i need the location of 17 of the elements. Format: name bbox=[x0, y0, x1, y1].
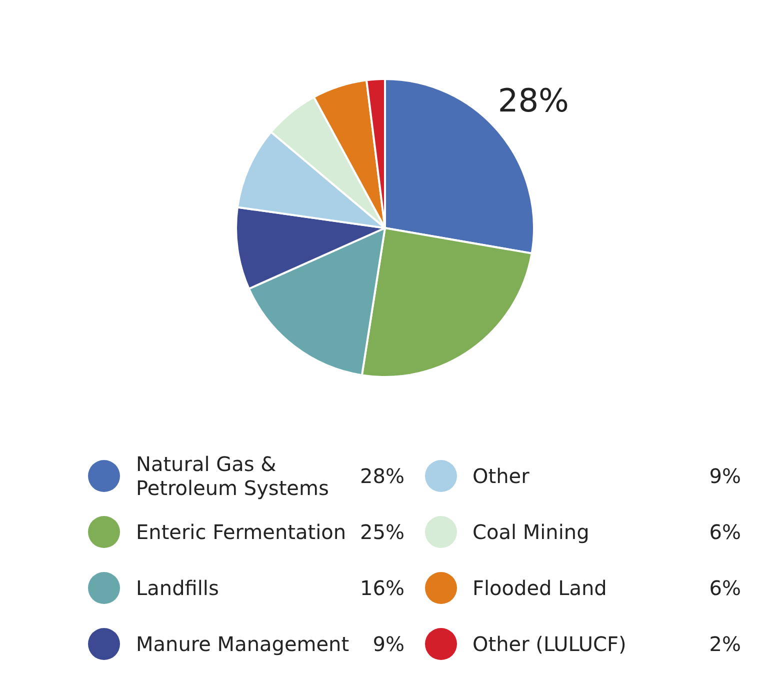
legend-label: Other bbox=[472, 464, 530, 488]
data-label: 9% bbox=[709, 464, 741, 488]
legend-label: Natural Gas & Petroleum Systems bbox=[136, 452, 330, 500]
data-label: 16% bbox=[360, 576, 404, 600]
legend-label: Manure Management bbox=[136, 632, 350, 656]
legend-label: Coal Mining bbox=[472, 520, 590, 544]
text: 28% bbox=[497, 81, 568, 120]
legend-label: Other (LULUCF) bbox=[472, 632, 628, 656]
data-label: 25% bbox=[360, 520, 404, 544]
data-label: 28% bbox=[360, 464, 404, 488]
legend-label: Flooded Land bbox=[472, 576, 608, 600]
data-label: 6% bbox=[709, 520, 741, 544]
legend-label: Enteric Fermentation bbox=[136, 520, 348, 544]
data-label: 2% bbox=[709, 632, 741, 656]
data-label: 6% bbox=[709, 576, 741, 600]
data-label: 9% bbox=[372, 632, 404, 656]
legend-label: Landfills bbox=[136, 576, 220, 600]
